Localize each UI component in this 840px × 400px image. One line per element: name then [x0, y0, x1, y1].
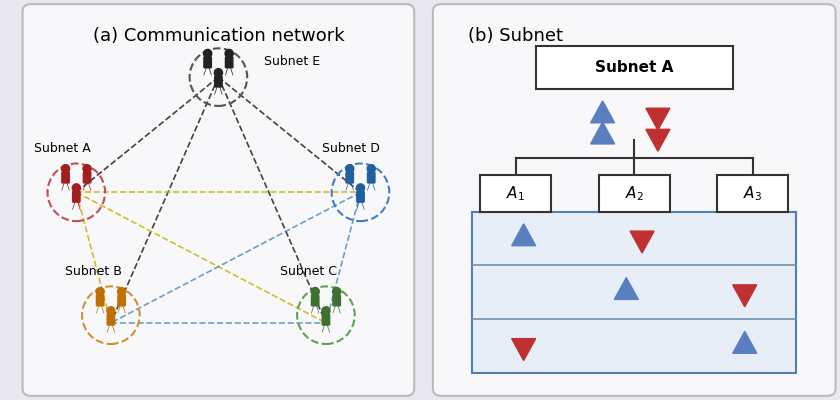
FancyBboxPatch shape — [433, 4, 836, 396]
FancyBboxPatch shape — [83, 172, 91, 183]
FancyBboxPatch shape — [225, 57, 233, 68]
Text: (b) Subnet: (b) Subnet — [469, 27, 564, 45]
Polygon shape — [646, 129, 669, 151]
Text: Subnet E: Subnet E — [265, 55, 321, 68]
FancyBboxPatch shape — [72, 192, 80, 202]
FancyBboxPatch shape — [346, 172, 354, 183]
Circle shape — [118, 288, 126, 296]
Polygon shape — [614, 278, 638, 300]
Circle shape — [96, 288, 104, 296]
Circle shape — [322, 307, 330, 315]
Circle shape — [72, 184, 81, 192]
FancyBboxPatch shape — [312, 295, 319, 306]
Circle shape — [333, 288, 341, 296]
FancyBboxPatch shape — [480, 175, 551, 212]
Circle shape — [345, 165, 354, 173]
FancyBboxPatch shape — [204, 57, 212, 68]
Polygon shape — [646, 108, 669, 130]
Circle shape — [225, 50, 234, 58]
Polygon shape — [630, 231, 654, 253]
Text: Subnet B: Subnet B — [65, 264, 122, 278]
Circle shape — [311, 288, 319, 296]
Text: $A_1$: $A_1$ — [507, 184, 525, 203]
Text: Subnet A: Subnet A — [34, 142, 91, 155]
Text: $A_2$: $A_2$ — [625, 184, 643, 203]
Circle shape — [214, 69, 223, 77]
Circle shape — [367, 165, 375, 173]
FancyBboxPatch shape — [599, 175, 669, 212]
Circle shape — [107, 307, 115, 315]
Polygon shape — [732, 331, 757, 353]
Text: Subnet A: Subnet A — [595, 60, 674, 75]
Circle shape — [203, 50, 212, 58]
Text: Subnet D: Subnet D — [322, 142, 380, 155]
Polygon shape — [512, 224, 536, 246]
Text: Subnet C: Subnet C — [280, 264, 337, 278]
FancyBboxPatch shape — [108, 314, 114, 325]
FancyBboxPatch shape — [536, 46, 733, 89]
Circle shape — [61, 165, 70, 173]
FancyBboxPatch shape — [323, 314, 329, 325]
Circle shape — [356, 184, 365, 192]
FancyBboxPatch shape — [368, 172, 375, 183]
FancyBboxPatch shape — [118, 295, 125, 306]
FancyBboxPatch shape — [97, 295, 104, 306]
FancyBboxPatch shape — [717, 175, 788, 212]
Polygon shape — [591, 122, 615, 144]
FancyBboxPatch shape — [215, 76, 222, 87]
Text: (a) Communication network: (a) Communication network — [92, 27, 344, 45]
Circle shape — [83, 165, 92, 173]
FancyBboxPatch shape — [62, 172, 69, 183]
Text: $A_3$: $A_3$ — [743, 184, 762, 203]
Polygon shape — [512, 339, 536, 360]
Polygon shape — [591, 101, 615, 123]
FancyBboxPatch shape — [357, 192, 365, 202]
Polygon shape — [732, 285, 757, 307]
FancyBboxPatch shape — [472, 212, 796, 373]
FancyBboxPatch shape — [333, 295, 340, 306]
FancyBboxPatch shape — [23, 4, 414, 396]
